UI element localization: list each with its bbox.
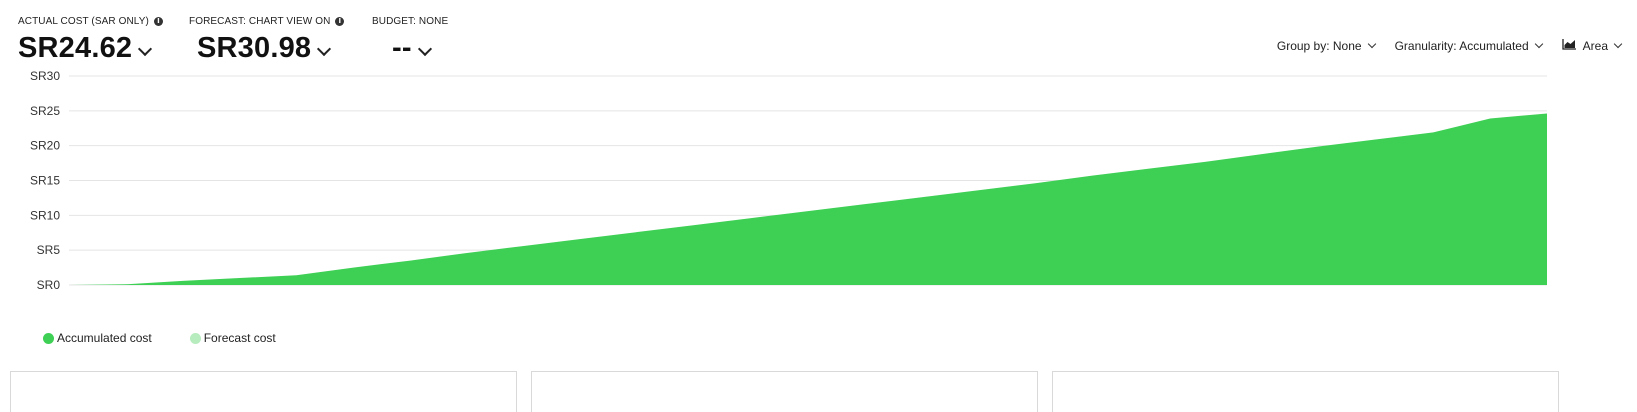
forecast-label: FORECAST: CHART VIEW ON [189, 16, 330, 27]
cost-area-chart: SR0 SR5 SR10 SR15 SR20 SR25 SR30 [0, 60, 1637, 295]
area-chart-icon [1562, 38, 1577, 53]
info-icon[interactable]: i [154, 17, 163, 26]
budget-metric: BUDGET: NONE -- [372, 16, 448, 65]
chart-legend: Accumulated cost Forecast cost [43, 331, 276, 345]
y-tick-label: SR20 [30, 139, 60, 153]
chevron-down-icon [1614, 39, 1622, 47]
legend-swatch-accumulated [43, 333, 54, 344]
budget-label-row: BUDGET: NONE [372, 16, 448, 27]
chevron-down-icon [138, 42, 152, 56]
y-tick-label: SR30 [30, 69, 60, 83]
breakdown-card-1 [10, 371, 517, 412]
actual-cost-label: ACTUAL COST (SAR ONLY) [18, 16, 149, 27]
chevron-down-icon [1534, 39, 1542, 47]
legend-item-accumulated[interactable]: Accumulated cost [43, 331, 152, 345]
forecast-metric: FORECAST: CHART VIEW ON i SR30.98 [189, 16, 344, 65]
y-axis-ticks: SR0 SR5 SR10 SR15 SR20 SR25 SR30 [30, 69, 60, 292]
budget-label: BUDGET: NONE [372, 16, 448, 27]
legend-label-forecast: Forecast cost [204, 331, 276, 345]
chart-type-dropdown[interactable]: Area [1562, 38, 1621, 53]
y-tick-label: SR5 [37, 243, 61, 257]
legend-item-forecast[interactable]: Forecast cost [190, 331, 276, 345]
chevron-down-icon [1367, 39, 1375, 47]
y-tick-label: SR0 [37, 278, 61, 292]
group-by-label: Group by: None [1277, 39, 1362, 53]
chevron-down-icon [418, 42, 432, 56]
group-by-dropdown[interactable]: Group by: None [1277, 39, 1375, 53]
actual-cost-metric: ACTUAL COST (SAR ONLY) i SR24.62 [18, 16, 163, 65]
granularity-label: Granularity: Accumulated [1395, 39, 1529, 53]
breakdown-card-3 [1052, 371, 1559, 412]
y-tick-label: SR15 [30, 174, 60, 188]
chart-type-label: Area [1583, 39, 1608, 53]
legend-swatch-forecast [190, 333, 201, 344]
info-icon[interactable]: i [335, 17, 344, 26]
series-area-layer [69, 113, 1547, 285]
granularity-dropdown[interactable]: Granularity: Accumulated [1395, 39, 1542, 53]
forecast-label-row: FORECAST: CHART VIEW ON i [189, 16, 344, 27]
chart-controls: Group by: None Granularity: Accumulated … [1277, 38, 1621, 53]
breakdown-card-2 [531, 371, 1038, 412]
series-area-accumulated-cost[interactable] [69, 113, 1547, 285]
actual-cost-label-row: ACTUAL COST (SAR ONLY) i [18, 16, 163, 27]
chevron-down-icon [317, 42, 331, 56]
y-tick-label: SR25 [30, 104, 60, 118]
y-tick-label: SR10 [30, 208, 60, 222]
legend-label-accumulated: Accumulated cost [57, 331, 152, 345]
